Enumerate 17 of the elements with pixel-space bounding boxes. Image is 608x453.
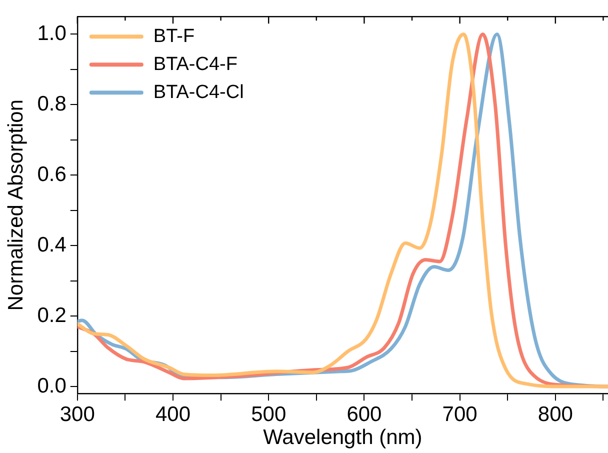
y-axis-title: Normalized Absorption: [4, 99, 28, 311]
y-tick-label: 0.0: [37, 374, 66, 398]
legend-label: BTA-C4-F: [153, 54, 238, 75]
x-tick-label: 400: [155, 402, 191, 426]
x-tick-label: 700: [442, 402, 478, 426]
x-tick-label: 300: [60, 402, 95, 426]
y-tick-label: 0.8: [37, 92, 66, 116]
y-tick-label: 0.6: [37, 162, 66, 186]
y-tick-label: 0.2: [37, 304, 66, 327]
x-tick-label: 500: [251, 402, 286, 426]
y-tick-label: 1.0: [37, 22, 66, 46]
legend-label: BT-F: [153, 26, 195, 47]
x-axis-title: Wavelength (nm): [263, 426, 422, 450]
x-tick-label: 800: [538, 402, 573, 426]
y-tick-label: 0.4: [37, 233, 67, 256]
x-tick-label: 600: [346, 402, 382, 426]
legend-label: BTA-C4-Cl: [153, 82, 244, 103]
